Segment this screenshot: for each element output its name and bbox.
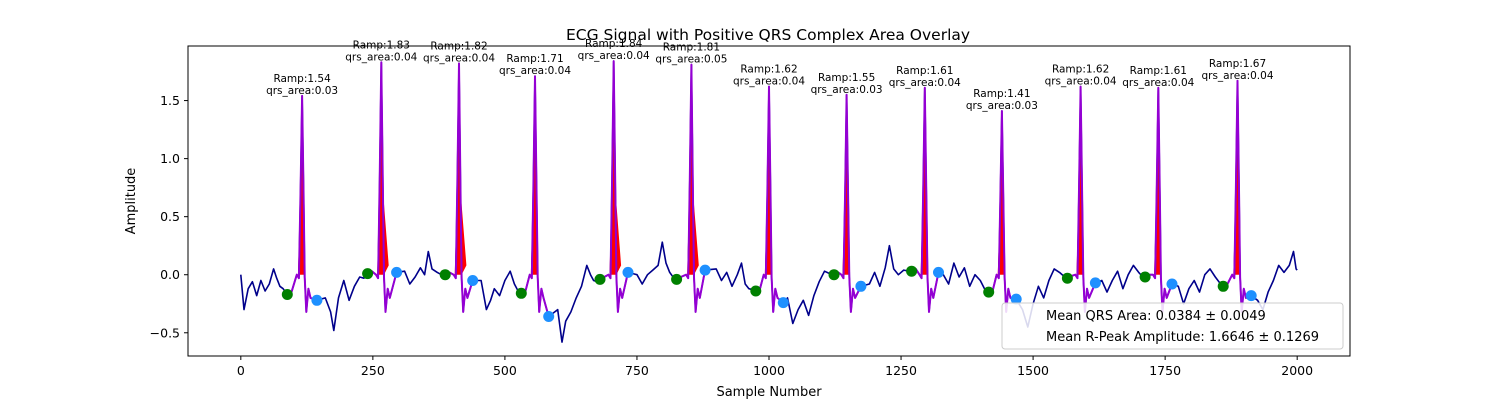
qrs-segment-line (1222, 79, 1252, 313)
qrs-offset-marker (933, 266, 944, 278)
qrs-offset-marker (1089, 277, 1101, 289)
y-tick-label: 1.5 (160, 93, 180, 108)
r-peak-amplitude-label: Ramp:1.81 (663, 42, 720, 54)
qrs-area-label: qrs_area:0.04 (423, 52, 495, 64)
qrs-area-label: qrs_area:0.04 (1122, 77, 1194, 89)
qrs-area-label: qrs_area:0.04 (1045, 76, 1117, 88)
qrs-onset-marker (750, 285, 762, 297)
qrs-area-label: qrs_area:0.03 (811, 84, 883, 96)
qrs-onset-marker (983, 286, 995, 298)
qrs-segment-line (520, 75, 550, 317)
qrs-offset-marker (1166, 278, 1178, 290)
qrs-area-label: qrs_area:0.03 (266, 85, 338, 97)
qrs-offset-marker (467, 275, 479, 286)
x-tick-label: 0 (237, 363, 245, 378)
qrs-segment-line (988, 110, 1017, 313)
qrs-onset-marker (362, 268, 374, 280)
r-peak-amplitude-label: Ramp:1.67 (1209, 58, 1266, 70)
qrs-area-label: qrs_area:0.04 (578, 50, 650, 62)
qrs-area-label: qrs_area:0.04 (889, 77, 961, 89)
r-peak-amplitude-label: Ramp:1.71 (506, 53, 563, 65)
qrs-segment-line (755, 85, 784, 313)
qrs-offset-marker (777, 297, 789, 309)
x-axis-ticks: 0 250 500 750 1000 1250 1500 1750 2000 (237, 356, 1313, 378)
qrs-offset-marker (1010, 293, 1022, 305)
qrs-offset-marker (543, 311, 555, 322)
plot-area: Ramp:1.54qrs_area:0.03Ramp:1.83qrs_area:… (240, 38, 1298, 343)
qrs-offset-marker (1245, 290, 1257, 302)
qrs-segment-line (367, 61, 398, 313)
qrs-onset-marker (439, 269, 451, 281)
y-tick-label: 0.0 (160, 267, 180, 282)
r-peak-amplitude-label: Ramp:1.55 (818, 72, 875, 84)
qrs-onset-marker (828, 269, 840, 281)
r-peak-amplitude-label: Ramp:1.84 (585, 38, 643, 50)
qrs-segment-line (676, 63, 707, 313)
qrs-onset-marker (1217, 280, 1229, 292)
qrs-offset-marker (699, 264, 711, 276)
qrs-onset-marker (281, 289, 293, 300)
qrs-area-label: qrs_area:0.04 (345, 51, 417, 63)
x-tick-label: 2000 (1281, 363, 1313, 378)
qrs-segment-line (833, 93, 862, 313)
qrs-offset-marker (391, 266, 403, 278)
x-tick-label: 750 (625, 363, 649, 378)
chart-title: ECG Signal with Positive QRS Complex Are… (566, 26, 970, 44)
r-peak-amplitude-label: Ramp:1.61 (1130, 65, 1187, 77)
qrs-area-label: qrs_area:0.04 (733, 76, 805, 88)
qrs-segment-line (1144, 86, 1173, 313)
x-tick-label: 250 (361, 363, 385, 378)
qrs-onset-marker (906, 265, 918, 277)
qrs-area-label: qrs_area:0.04 (499, 65, 571, 77)
qrs-area-label: qrs_area:0.05 (655, 54, 727, 66)
qrs-onset-marker (515, 287, 527, 299)
x-tick-label: 500 (493, 363, 517, 378)
x-tick-label: 1500 (1017, 363, 1049, 378)
y-axis-label: Amplitude (124, 168, 139, 235)
legend-entry-mean-r-peak-amplitude: Mean R-Peak Amplitude: 1.6646 ± 0.1269 (1046, 330, 1319, 345)
qrs-segment-line (911, 86, 940, 313)
qrs-onset-marker (594, 273, 606, 285)
qrs-area-label: qrs_area:0.03 (966, 100, 1038, 112)
qrs-onset-marker (671, 273, 683, 285)
qrs-segment-line (444, 62, 474, 313)
qrs-onset-marker (1061, 272, 1073, 284)
qrs-segment-line (286, 94, 318, 313)
x-tick-label: 1250 (885, 363, 917, 378)
qrs-offset-marker (855, 280, 867, 292)
legend: Mean QRS Area: 0.0384 ± 0.0049 Mean R-Pe… (1001, 302, 1344, 350)
r-peak-amplitude-label: Ramp:1.62 (1052, 64, 1109, 76)
legend-box (1001, 302, 1344, 350)
qrs-segment-line (1066, 85, 1097, 313)
y-tick-label: 1.0 (160, 151, 180, 166)
legend-entry-mean-qrs-area: Mean QRS Area: 0.0384 ± 0.0049 (1046, 309, 1266, 324)
x-axis-label: Sample Number (716, 385, 822, 400)
x-tick-label: 1000 (753, 363, 785, 378)
x-tick-label: 1750 (1149, 363, 1181, 378)
qrs-offset-marker (311, 294, 323, 306)
y-tick-label: 0.5 (160, 209, 180, 224)
qrs-segment-line (599, 60, 629, 313)
r-peak-amplitude-label: Ramp:1.41 (973, 88, 1030, 100)
r-peak-amplitude-label: Ramp:1.54 (273, 73, 331, 85)
r-peak-amplitude-label: Ramp:1.61 (896, 65, 953, 77)
r-peak-amplitude-label: Ramp:1.83 (353, 39, 410, 51)
r-peak-amplitude-label: Ramp:1.62 (740, 64, 797, 76)
y-axis-ticks: −0.5 0.0 0.5 1.0 1.5 (150, 93, 188, 340)
qrs-onset-marker (1139, 271, 1151, 283)
y-tick-label: −0.5 (150, 325, 180, 340)
qrs-offset-marker (622, 266, 634, 278)
qrs-area-label: qrs_area:0.04 (1201, 70, 1273, 82)
